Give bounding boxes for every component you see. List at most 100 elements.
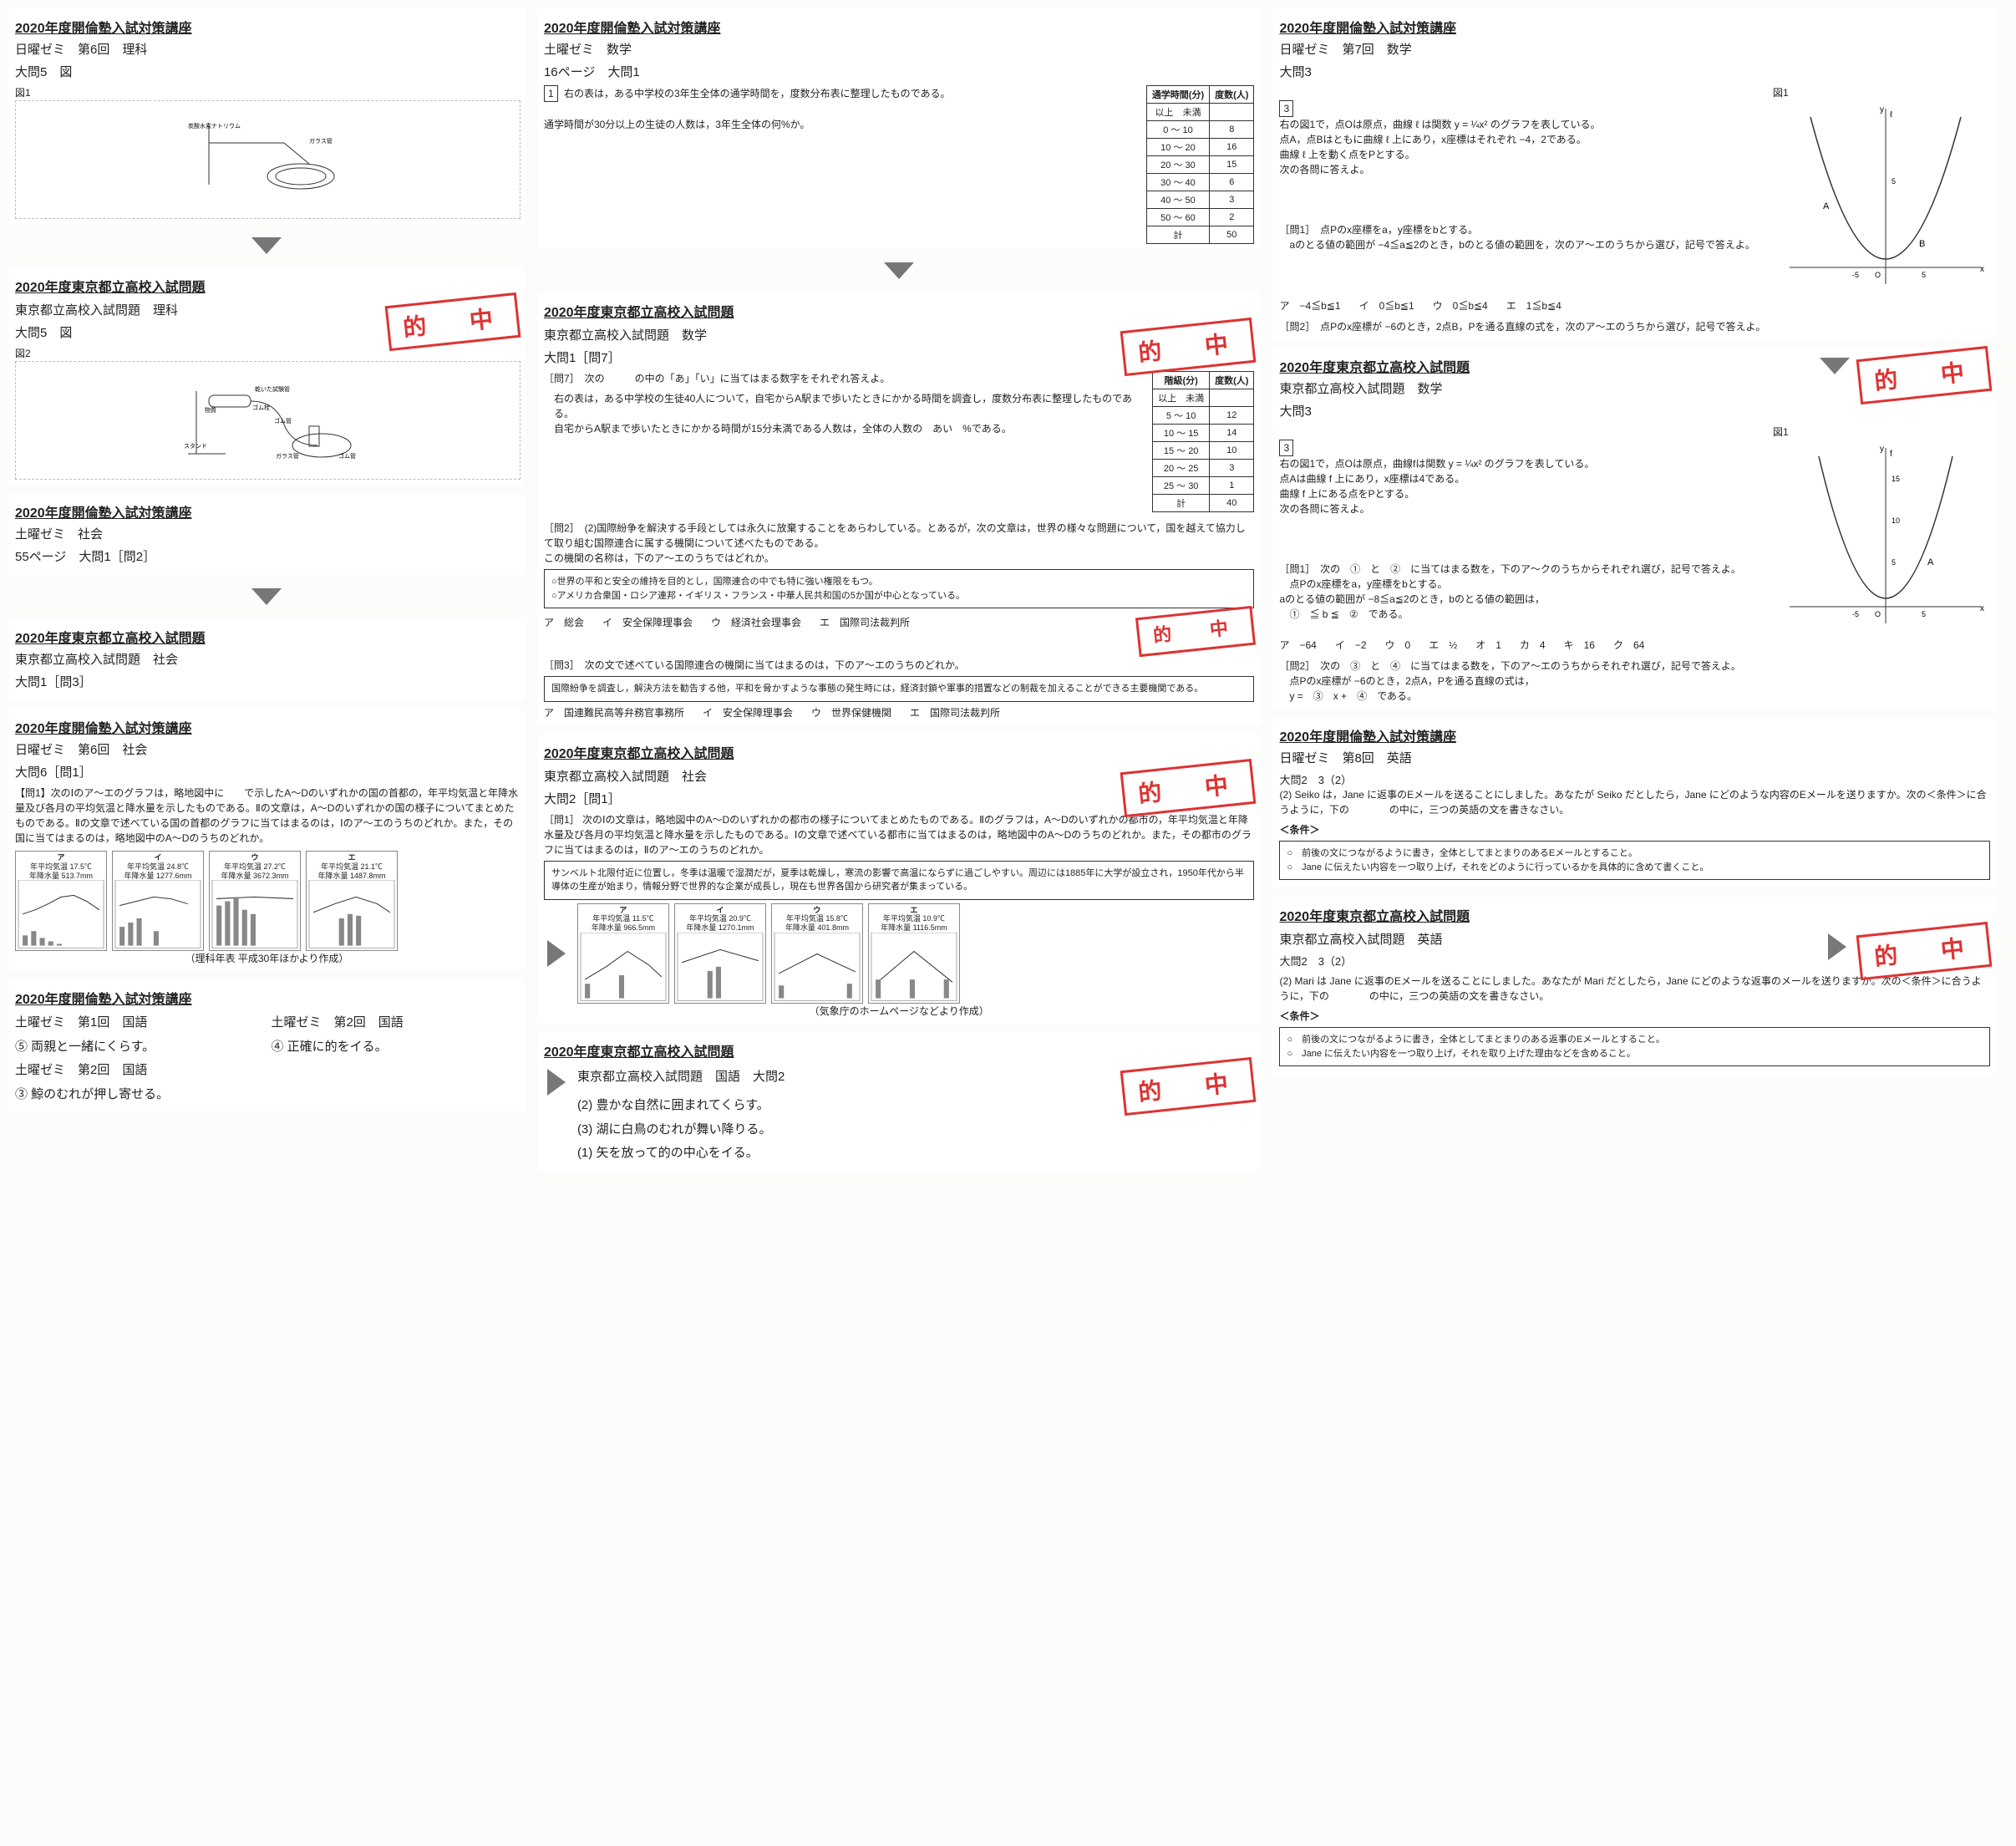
kokugo-juku-title: 2020年度開倫塾入試対策講座 <box>15 988 519 1008</box>
q2-lead2: この機関の名称は，下のア〜エのうちではどれか。 <box>544 551 1255 566</box>
svg-text:15: 15 <box>1892 475 1900 483</box>
choice-u: ウ 0≦b≦4 <box>1433 298 1488 313</box>
c-ki: キ 16 <box>1564 638 1595 652</box>
choice-i: イ 安全保障理事会 <box>703 705 793 720</box>
eng-exam-q: (2) Mari は Jane に返事のEメールを送ることにしました。あなたが … <box>1279 974 1990 1004</box>
math7-juku-block: 2020年度開倫塾入試対策講座 日曜ゼミ 第7回 数学 大問3 3 右の図1で，… <box>1272 8 1997 339</box>
shakai-exam2-block: 2020年度東京都立高校入試問題 東京都立高校入試問題 社会 大問2［問1］ 的… <box>537 734 1262 1024</box>
q7b: 右の表は，ある中学校の生徒40人について，自宅からA駅まで歩いたときにかかる時間… <box>554 393 1132 420</box>
kokugo-ex-3: (3) 湖に白鳥のむれが舞い降りる。 <box>577 1118 1115 1142</box>
eng-exam-line: 大問2 3（2） <box>1279 953 1816 969</box>
svg-text:B: B <box>1919 239 1925 249</box>
svg-text:A: A <box>1823 201 1830 211</box>
math7-body: 右の図1で，点Oは原点，曲線 ℓ は関数 y = ¼x² のグラフを表している。… <box>1279 119 1600 175</box>
num-box-1: 1 <box>544 85 558 102</box>
kokugo-item5: ⑤ 両親と一緒にくらす。 <box>15 1035 262 1060</box>
svg-text:ゴム管: ゴム管 <box>274 417 292 425</box>
hit-stamp: 的 中 <box>1120 318 1257 376</box>
eng-exam-sub: 東京都立高校入試問題 英語 <box>1279 930 1816 948</box>
fig1-label: 図1 <box>1773 85 1990 100</box>
kokugo-ex-2: (2) 豊かな自然に囲まれてくらす。 <box>577 1094 1115 1118</box>
math3-title: 2020年度東京都立高校入試問題 <box>1279 356 1811 376</box>
choice-e: エ 国際司法裁判所 <box>820 615 910 630</box>
shakai-juku-block: 2020年度開倫塾入試対策講座 土曜ゼミ 社会 55ページ 大問1［問2］ <box>8 493 526 575</box>
q7a: ［問7］ 次の の中の「あ」「い」に当てはまる数字をそれぞれ答えよ。 <box>544 371 1144 386</box>
shakai-exam-block: 2020年度東京都立高校入試問題 東京都立高校入試問題 社会 大問1［問3］ <box>8 618 526 700</box>
arrow-right-icon <box>547 940 566 967</box>
chart2-a: ア年平均気温 11.5℃年降水量 966.5mm <box>577 903 669 1004</box>
svg-text:O: O <box>1875 271 1881 279</box>
rika-exam-sub: 東京都立高校入試問題 理科 <box>15 301 378 318</box>
svg-text:x: x <box>1980 265 1984 274</box>
math-q1a: 右の表は，ある中学校の3年生全体の通学時間を，度数分布表に整理したものである。 <box>564 88 951 99</box>
kokugo-l-hdr: 土曜ゼミ 第1回 国語 <box>15 1011 262 1035</box>
math-juku-line: 16ページ 大問1 <box>544 63 1255 80</box>
eng-exam-title: 2020年度東京都立高校入試問題 <box>1279 905 1990 925</box>
math3-sub: 東京都立高校入試問題 数学 <box>1279 379 1811 397</box>
math-exam3-block: 2020年度東京都立高校入試問題 東京都立高校入試問題 数学 大問3 的 中 3… <box>1272 348 1997 709</box>
svg-text:5: 5 <box>1892 177 1896 186</box>
choice-e: エ 国際司法裁判所 <box>910 705 1000 720</box>
choice-i: イ 0≦b≦1 <box>1359 298 1414 313</box>
fig2-label: 図2 <box>15 346 519 361</box>
shakai-exam-sub: 東京都立高校入試問題 社会 <box>15 650 519 668</box>
rika-fig2-diagram: 乾いた試験管 物質 ゴム栓 ゴム管 スタンド ガラス管 ゴム管 <box>15 361 521 480</box>
c-i: イ −2 <box>1335 638 1367 652</box>
hit-stamp: 的 中 <box>385 292 521 351</box>
shakai6-sub: 日曜ゼミ 第6回 社会 <box>15 740 519 758</box>
rika-juku-block: 2020年度開倫塾入試対策講座 日曜ゼミ 第6回 理科 大問5 図 図1 炭酸水… <box>8 8 526 224</box>
eng-exam-cond: ○ 前後の文につながるように書き，全体としてまとまりのある返事のEメールとするこ… <box>1279 1027 1990 1066</box>
rika-fig1-diagram: 炭酸水素ナトリウム ガラス管 <box>15 100 521 219</box>
hit-stamp: 的 中 <box>1856 346 1993 404</box>
math3-line: 大問3 <box>1279 402 1811 420</box>
svg-text:5: 5 <box>1892 558 1896 567</box>
choice-u: ウ 世界保健機関 <box>811 705 891 720</box>
svg-text:ガラス管: ガラス管 <box>276 452 299 460</box>
column-2: 2020年度開倫塾入試対策講座 土曜ゼミ 数学 16ページ 大問1 1 右の表は… <box>537 8 1262 1171</box>
shakai2-title: 2020年度東京都立高校入試問題 <box>544 742 1255 762</box>
svg-text:5: 5 <box>1922 610 1926 618</box>
arrow-right-icon <box>547 1069 566 1096</box>
eng-juku-q: (2) Seiko は，Jane に返事のEメールを送ることにしました。あなたが… <box>1279 787 1990 817</box>
kokugo-l-hdr2: 土曜ゼミ 第2回 国語 <box>15 1059 262 1083</box>
svg-text:乾いた試験管: 乾いた試験管 <box>255 385 290 393</box>
shakai6-juku-block: 2020年度開倫塾入試対策講座 日曜ゼミ 第6回 社会 大問6［問1］ 【問1】… <box>8 709 526 971</box>
hit-stamp: 的 中 <box>1120 1056 1257 1115</box>
charts2-footer: （気象庁のホームページなどより作成） <box>544 1004 1255 1019</box>
math-exam-line: 大問1［問7］ <box>544 348 1115 366</box>
choice-e: エ 1≦b≦4 <box>1506 298 1562 313</box>
eng-exam-block: 2020年度東京都立高校入試問題 東京都立高校入試問題 英語 大問2 3（2） … <box>1272 897 1997 1075</box>
chart-u: ウ年平均気温 27.2℃年降水量 3672.3mm <box>209 851 301 951</box>
c-o: オ 1 <box>1475 638 1501 652</box>
svg-text:A: A <box>1927 557 1934 567</box>
c-ka: カ 4 <box>1520 638 1546 652</box>
choice-a: ア 国連難民高等弁務官事務所 <box>544 705 684 720</box>
choice-a: ア −4≦b≦1 <box>1279 298 1340 313</box>
shakai6-q: 【問1】次のⅠのア〜エのグラフは，略地図中に で示したA〜Dのいずれかの国の首都… <box>15 786 519 846</box>
eng-juku-sub: 日曜ゼミ 第8回 英語 <box>1279 749 1990 766</box>
label-glass-tube: ガラス管 <box>309 137 333 145</box>
arrow-down-icon <box>884 262 914 279</box>
math-exam-block: 2020年度東京都立高校入試問題 東京都立高校入試問題 数学 大問1［問7］ 的… <box>537 292 1262 725</box>
kokugo-ex-1: (1) 矢を放って的の中心をイる。 <box>577 1142 1115 1166</box>
q7c: 自宅からA駅まで歩いたときにかかる時間が15分未満である人数は，全体の人数の あ… <box>554 423 1012 435</box>
svg-text:ℓ: ℓ <box>1890 110 1893 120</box>
q2-lead: ［問2］ (2)国際紛争を解決する手段としては永久に放棄することをあらわしている… <box>544 521 1255 551</box>
kokugo-juku-block: 2020年度開倫塾入試対策講座 土曜ゼミ 第1回 国語 ⑤ 両親と一緒にくらす。… <box>8 979 526 1111</box>
cond-label2: ＜条件＞ <box>1279 1010 1319 1022</box>
shakai-juku-title: 2020年度開倫塾入試対策講座 <box>15 501 519 521</box>
shakai2-sub: 東京都立高校入試問題 社会 <box>544 767 1115 785</box>
shakai-juku-sub: 土曜ゼミ 社会 <box>15 525 519 542</box>
eng-juku-title: 2020年度開倫塾入試対策講座 <box>1279 725 1990 745</box>
svg-text:物質: 物質 <box>205 406 216 414</box>
kokugo-exam-block: 2020年度東京都立高校入試問題 東京都立高校入試問題 国語 大問2 (2) 豊… <box>537 1032 1262 1171</box>
svg-text:ゴム管: ゴム管 <box>338 452 356 460</box>
svg-text:O: O <box>1875 610 1881 618</box>
climate-chart-row-1: ア年平均気温 17.5℃年降水量 513.7mm イ年平均気温 24.8℃年降水… <box>15 851 519 951</box>
math-juku-sub: 土曜ゼミ 数学 <box>544 40 1255 58</box>
rika-exam-block: 2020年度東京都立高校入試問題 東京都立高校入試問題 理科 大問5 図 的 中… <box>8 267 526 485</box>
shakai2-q: ［問1］ 次のⅠの文章は，略地図中のA〜Dのいずれかの都市の様子についてまとめた… <box>544 812 1255 857</box>
c-u: ウ 0 <box>1385 638 1411 652</box>
arrow-down-icon <box>1820 358 1850 374</box>
shakai2-line: 大問2［問1］ <box>544 790 1115 807</box>
